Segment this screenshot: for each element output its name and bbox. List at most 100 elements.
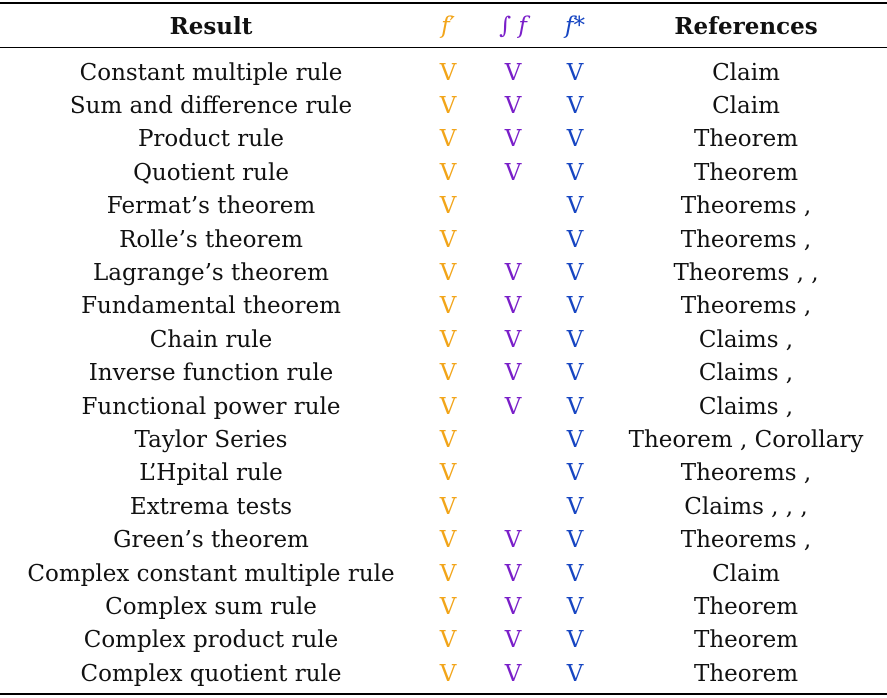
references-cell: Theorems , bbox=[680, 460, 812, 487]
f-star-mark: V bbox=[566, 193, 584, 220]
table-row: Functional power rule V V V Claims , bbox=[0, 390, 887, 423]
f-prime-mark: V bbox=[439, 593, 457, 620]
f-star-mark: V bbox=[566, 293, 584, 320]
table-row: Chain rule V V V Claims , bbox=[0, 323, 887, 356]
table-row: L’Hpital rule V V Theorems , bbox=[0, 457, 887, 490]
bottom-rule bbox=[0, 693, 887, 695]
result-cell: Complex sum rule bbox=[105, 593, 317, 620]
result-cell: Complex quotient rule bbox=[80, 660, 342, 687]
f-prime-mark: V bbox=[439, 360, 457, 387]
f-star-mark: V bbox=[566, 426, 584, 453]
table-row: Complex constant multiple rule V V V Claim bbox=[0, 557, 887, 590]
result-cell: Green’s theorem bbox=[113, 527, 309, 554]
integral-mark: V bbox=[504, 59, 522, 86]
f-prime-mark: V bbox=[439, 426, 457, 453]
f-star-mark: V bbox=[566, 593, 584, 620]
references-cell: Theorem bbox=[693, 159, 799, 186]
references-cell: Claim bbox=[712, 92, 780, 119]
table-row: Quotient rule V V V Theorem bbox=[0, 156, 887, 189]
table-row: Sum and difference rule V V V Claim bbox=[0, 89, 887, 122]
header-f-star: f* bbox=[564, 13, 585, 39]
f-prime-mark: V bbox=[439, 660, 457, 687]
result-cell: Product rule bbox=[137, 126, 285, 153]
integral-mark: V bbox=[504, 159, 522, 186]
f-star-mark: V bbox=[566, 159, 584, 186]
header-f-prime: f′ bbox=[441, 13, 455, 39]
f-prime-mark: V bbox=[439, 259, 457, 286]
references-cell: Theorem bbox=[693, 627, 799, 654]
table-row: Extrema tests V V Claims , , , bbox=[0, 490, 887, 523]
table-row: Rolle’s theorem V V Theorems , bbox=[0, 223, 887, 256]
f-star-mark: V bbox=[566, 360, 584, 387]
table-row: Complex quotient rule V V V Theorem bbox=[0, 657, 887, 690]
references-cell: Claim bbox=[712, 560, 780, 587]
table-row: Green’s theorem V V V Theorems , bbox=[0, 524, 887, 557]
f-prime-mark: V bbox=[439, 460, 457, 487]
f-star-mark: V bbox=[566, 326, 584, 353]
result-cell: Constant multiple rule bbox=[79, 59, 343, 86]
integral-mark: V bbox=[504, 360, 522, 387]
result-cell: Sum and difference rule bbox=[69, 92, 353, 119]
references-cell: Theorems , bbox=[680, 193, 812, 220]
references-cell: Theorems , bbox=[680, 527, 812, 554]
references-cell: Theorem bbox=[693, 593, 799, 620]
f-star-mark: V bbox=[566, 627, 584, 654]
integral-mark bbox=[491, 190, 535, 223]
integral-mark: V bbox=[504, 126, 522, 153]
result-cell: Fermat’s theorem bbox=[106, 193, 316, 220]
f-star-mark: V bbox=[566, 393, 584, 420]
f-star-mark: V bbox=[566, 493, 584, 520]
table-row: Fermat’s theorem V V Theorems , bbox=[0, 190, 887, 223]
result-cell: Complex constant multiple rule bbox=[27, 560, 395, 587]
f-prime-mark: V bbox=[439, 560, 457, 587]
f-prime-mark: V bbox=[439, 493, 457, 520]
result-cell: Functional power rule bbox=[81, 393, 341, 420]
f-prime-mark: V bbox=[439, 393, 457, 420]
result-cell: Inverse function rule bbox=[88, 360, 334, 387]
references-cell: Theorem , Corollary bbox=[628, 426, 864, 453]
integral-mark: V bbox=[504, 259, 522, 286]
references-cell: Claims , bbox=[698, 360, 794, 387]
f-star-mark: V bbox=[566, 259, 584, 286]
f-prime-mark: V bbox=[439, 226, 457, 253]
f-prime-mark: V bbox=[439, 293, 457, 320]
references-cell: Theorems , bbox=[680, 293, 812, 320]
references-cell: Theorem bbox=[693, 126, 799, 153]
f-prime-mark: V bbox=[439, 92, 457, 119]
result-cell: Extrema tests bbox=[129, 493, 293, 520]
table-row: Constant multiple rule V V V Claim bbox=[0, 56, 887, 89]
f-star-mark: V bbox=[566, 560, 584, 587]
integral-mark bbox=[491, 423, 535, 456]
integral-mark: V bbox=[504, 660, 522, 687]
references-cell: Theorem bbox=[693, 660, 799, 687]
f-prime-mark: V bbox=[439, 326, 457, 353]
top-rule bbox=[0, 2, 887, 4]
integral-mark: V bbox=[504, 92, 522, 119]
integral-mark: V bbox=[504, 326, 522, 353]
result-cell: Quotient rule bbox=[133, 159, 289, 186]
f-star-mark: V bbox=[566, 59, 584, 86]
f-prime-mark: V bbox=[439, 527, 457, 554]
references-cell: Claims , bbox=[698, 326, 794, 353]
table-row: Fundamental theorem V V V Theorems , bbox=[0, 290, 887, 323]
f-star-mark: V bbox=[566, 126, 584, 153]
integral-mark bbox=[491, 490, 535, 523]
result-cell: Lagrange’s theorem bbox=[93, 259, 329, 286]
table-row: Lagrange’s theorem V V V Theorems , , bbox=[0, 256, 887, 289]
integral-mark bbox=[491, 223, 535, 256]
f-prime-mark: V bbox=[439, 59, 457, 86]
table-row: Complex product rule V V V Theorem bbox=[0, 624, 887, 657]
f-star-mark: V bbox=[566, 527, 584, 554]
references-cell: Theorems , , bbox=[673, 259, 819, 286]
table-row: Product rule V V V Theorem bbox=[0, 123, 887, 156]
integral-mark: V bbox=[504, 293, 522, 320]
result-cell: Rolle’s theorem bbox=[119, 226, 303, 253]
table-row: Complex sum rule V V V Theorem bbox=[0, 590, 887, 623]
references-cell: Theorems , bbox=[680, 226, 812, 253]
integral-mark bbox=[491, 457, 535, 490]
header-row: Result f′ ∫ f f* References bbox=[0, 8, 887, 44]
header-references: References bbox=[674, 12, 818, 40]
header-integral: ∫ f bbox=[499, 13, 527, 39]
f-star-mark: V bbox=[566, 92, 584, 119]
result-cell: Taylor Series bbox=[134, 426, 288, 453]
